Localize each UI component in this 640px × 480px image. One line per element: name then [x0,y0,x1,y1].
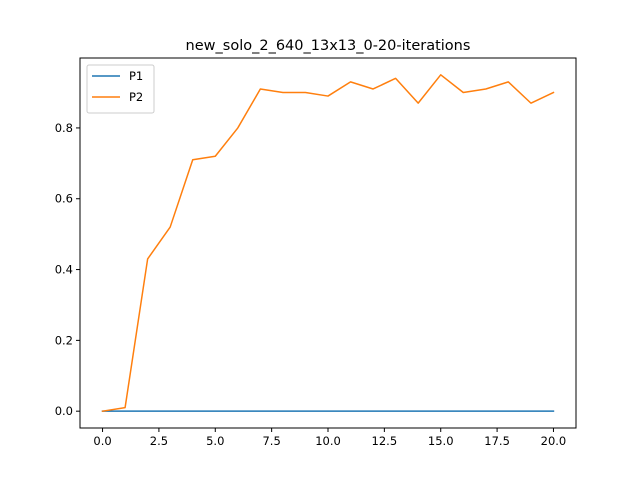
legend-box [86,64,155,114]
x-axis: 0.0 2.5 5.0 7.5 10.0 12.5 15.0 17.5 20.0 [93,428,566,448]
x-tick-label: 12.5 [372,434,398,448]
chart-title: new_solo_2_640_13x13_0-20-iterations [186,38,471,54]
y-axis: 0.0 0.2 0.4 0.6 0.8 [55,121,80,418]
y-tick-label: 0.2 [55,333,73,347]
x-tick-label: 20.0 [541,434,567,448]
y-tick-label: 0.4 [55,263,73,277]
y-tick-label: 0.6 [55,192,73,206]
series-layer [101,74,555,413]
x-tick-label: 15.0 [428,434,454,448]
y-tick-label: 0.0 [55,404,73,418]
x-tick-label: 7.5 [262,434,280,448]
legend-label-p1: P1 [129,69,143,83]
y-tick-label: 0.8 [55,121,73,135]
plot-frame [79,57,577,429]
x-tick-label: 2.5 [150,434,168,448]
x-tick-label: 10.0 [315,434,341,448]
series-line-p2 [101,74,555,413]
x-tick-label: 17.5 [484,434,510,448]
legend-label-p2: P2 [129,90,143,104]
x-tick-label: 0.0 [93,434,111,448]
x-tick-label: 5.0 [206,434,224,448]
legend: P1 P2 [86,64,155,114]
